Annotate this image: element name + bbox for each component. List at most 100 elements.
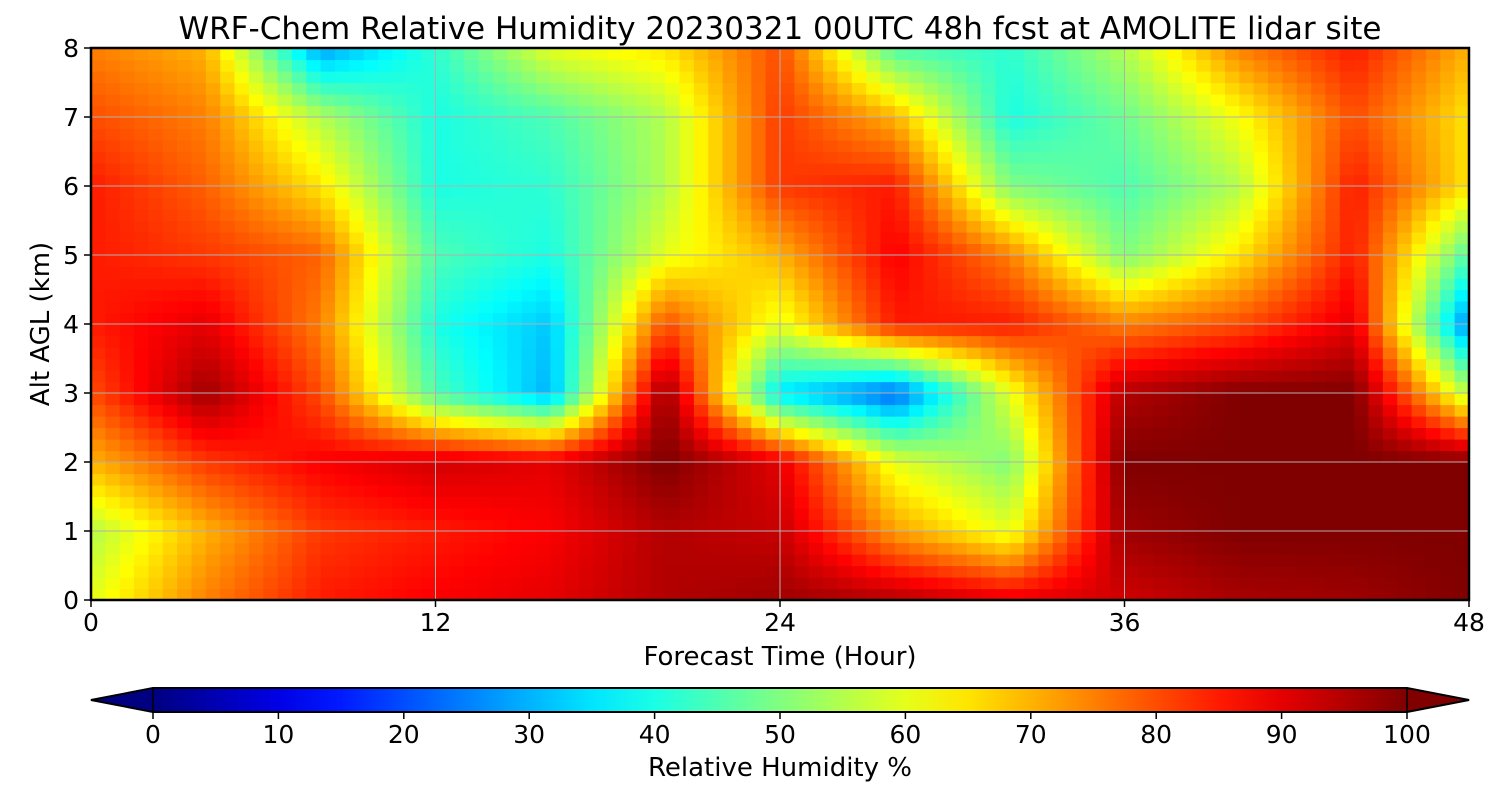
heatmap-cell: [909, 255, 925, 268]
heatmap-cell: [134, 531, 150, 544]
heatmap-cell: [823, 485, 839, 498]
heatmap-cell: [320, 531, 336, 544]
heatmap-cell: [1311, 197, 1327, 210]
heatmap-cell: [1397, 370, 1413, 383]
heatmap-cell: [765, 588, 781, 600]
heatmap-cell: [1009, 128, 1025, 141]
heatmap-cell: [492, 450, 508, 463]
heatmap-cell: [564, 542, 580, 555]
heatmap-cell: [1081, 416, 1097, 429]
heatmap-cell: [736, 531, 752, 544]
heatmap-cell: [1425, 140, 1441, 153]
heatmap-cell: [1425, 427, 1441, 440]
heatmap-cell: [1296, 209, 1312, 222]
heatmap-cell: [148, 450, 164, 463]
heatmap-cell: [1296, 542, 1312, 555]
heatmap-cell: [1038, 508, 1054, 521]
heatmap-cell: [1382, 312, 1398, 325]
heatmap-cell: [794, 519, 810, 532]
heatmap-cell: [234, 508, 250, 521]
heatmap-cell: [1397, 439, 1413, 452]
heatmap-cell: [521, 427, 537, 440]
heatmap-cell: [837, 94, 853, 107]
heatmap-cell: [162, 312, 178, 325]
heatmap-cell: [449, 565, 465, 578]
heatmap-cell: [937, 439, 953, 452]
heatmap-cell: [1210, 519, 1226, 532]
heatmap-cell: [1009, 393, 1025, 406]
heatmap-cell: [1253, 140, 1269, 153]
heatmap-cell: [449, 347, 465, 360]
heatmap-cell: [1354, 151, 1370, 164]
heatmap-cell: [1282, 542, 1298, 555]
heatmap-cell: [105, 588, 121, 600]
heatmap-cell: [1095, 347, 1111, 360]
heatmap-cell: [306, 151, 322, 164]
heatmap-cell: [1253, 404, 1269, 417]
heatmap-cell: [1167, 565, 1183, 578]
heatmap-cell: [1454, 278, 1469, 291]
heatmap-cell: [435, 404, 451, 417]
heatmap-cell: [449, 531, 465, 544]
heatmap-cell: [823, 335, 839, 348]
heatmap-cell: [134, 404, 150, 417]
heatmap-cell: [349, 358, 365, 371]
heatmap-cell: [492, 48, 508, 61]
heatmap-cell: [579, 59, 594, 72]
heatmap-cell: [909, 485, 925, 498]
heatmap-cell: [894, 163, 910, 176]
heatmap-cell: [1095, 289, 1111, 302]
heatmap-cell: [449, 404, 465, 417]
heatmap-cell: [406, 197, 422, 210]
heatmap-cell: [248, 439, 264, 452]
heatmap-cell: [995, 220, 1011, 233]
heatmap-cell: [162, 59, 178, 72]
heatmap-cell: [521, 577, 537, 590]
heatmap-cell: [579, 324, 594, 337]
heatmap-cell: [406, 393, 422, 406]
heatmap-cell: [1224, 554, 1240, 567]
heatmap-cell: [1354, 381, 1370, 394]
heatmap-cell: [1009, 163, 1025, 176]
heatmap-cell: [464, 94, 480, 107]
heatmap-cell: [1110, 393, 1126, 406]
heatmap-cell: [162, 105, 178, 118]
heatmap-cell: [980, 496, 996, 509]
heatmap-cell: [1411, 381, 1427, 394]
heatmap-cell: [995, 404, 1011, 417]
heatmap-cell: [1052, 439, 1068, 452]
heatmap-cell: [1138, 531, 1154, 544]
heatmap-cell: [1024, 531, 1039, 544]
heatmap-cell: [1311, 496, 1327, 509]
heatmap-cell: [1354, 588, 1370, 600]
heatmap-cell: [665, 151, 681, 164]
heatmap-cell: [507, 151, 523, 164]
heatmap-cell: [794, 335, 810, 348]
heatmap-cell: [650, 462, 666, 475]
heatmap-cell: [507, 82, 523, 95]
heatmap-cell: [1311, 301, 1327, 314]
heatmap-cell: [1095, 370, 1111, 383]
heatmap-cell: [1081, 94, 1097, 107]
heatmap-cell: [1239, 266, 1255, 279]
heatmap-cell: [923, 48, 939, 61]
heatmap-cell: [1153, 163, 1169, 176]
heatmap-cell: [579, 312, 594, 325]
heatmap-cell: [248, 462, 264, 475]
heatmap-cell: [162, 427, 178, 440]
heatmap-cell: [421, 289, 437, 302]
heatmap-cell: [521, 347, 537, 360]
heatmap-cell: [148, 301, 164, 314]
heatmap-cell: [406, 301, 422, 314]
heatmap-cell: [1411, 220, 1427, 233]
heatmap-cell: [535, 427, 551, 440]
heatmap-cell: [1138, 416, 1154, 429]
heatmap-cell: [1181, 312, 1197, 325]
heatmap-cell: [636, 289, 652, 302]
heatmap-cell: [320, 312, 336, 325]
heatmap-cell: [349, 565, 365, 578]
heatmap-cell: [162, 531, 178, 544]
heatmap-cell: [320, 94, 336, 107]
heatmap-cell: [722, 48, 738, 61]
heatmap-cell: [1095, 232, 1111, 245]
